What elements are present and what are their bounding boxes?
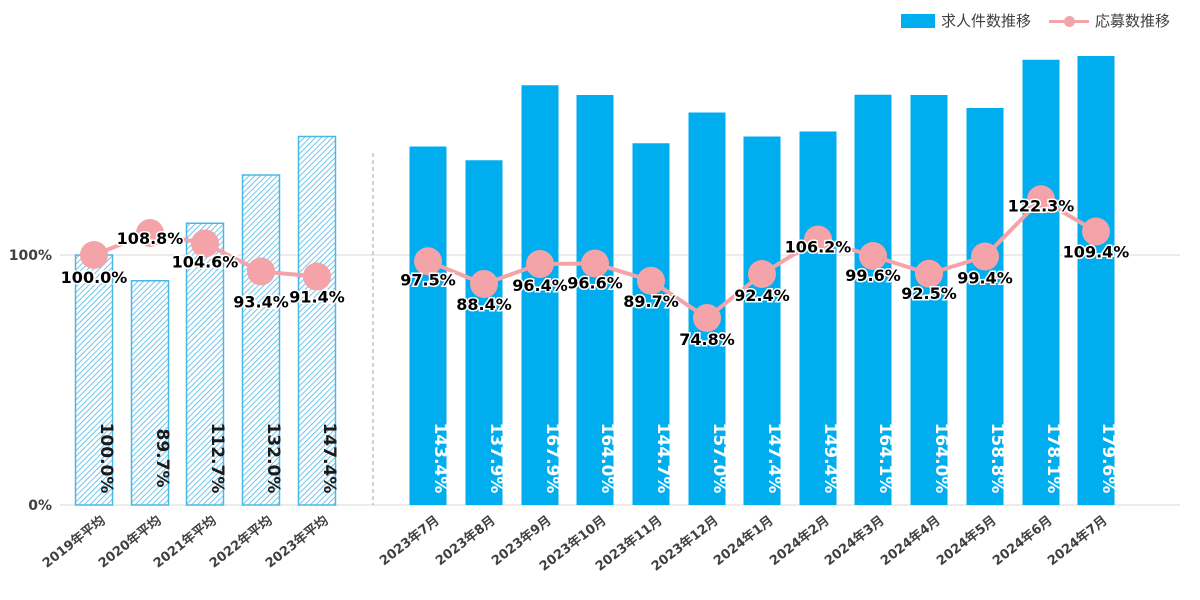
line-value-label: 100.0%	[61, 268, 128, 287]
bar-value-label: 143.4%	[430, 423, 450, 494]
bar-value-label: 132.0%	[263, 423, 283, 494]
bar[interactable]	[854, 94, 892, 505]
line-point[interactable]	[804, 225, 832, 254]
bar[interactable]	[799, 131, 837, 506]
line-value-label: 92.4%	[734, 286, 790, 305]
bar[interactable]	[297, 135, 337, 506]
bar-value-label: 100.0%	[96, 423, 116, 494]
bar-value-label: 178.1%	[1043, 423, 1063, 494]
bar[interactable]	[74, 254, 114, 506]
y-tick-label: 100%	[9, 248, 52, 264]
line-value-label: 106.2%	[785, 238, 852, 257]
bar-value-label: 112.7%	[207, 423, 227, 494]
bar[interactable]	[910, 95, 948, 505]
bar-value-label: 164.0%	[931, 423, 951, 494]
bar[interactable]	[185, 222, 225, 506]
line-point[interactable]	[303, 262, 331, 291]
bar[interactable]	[241, 174, 281, 506]
line-point[interactable]	[581, 249, 609, 278]
line-point[interactable]	[470, 270, 498, 298]
line-value-label: 96.6%	[567, 274, 623, 293]
bar[interactable]	[576, 95, 614, 505]
line-value-label: 104.6%	[172, 253, 239, 272]
legend-line-label: 応募数推移	[1094, 12, 1170, 30]
line-point[interactable]	[748, 260, 776, 288]
line-point[interactable]	[859, 242, 887, 270]
line-point[interactable]	[247, 257, 275, 286]
bar[interactable]	[966, 108, 1004, 505]
x-tick-label: 2024年6月	[989, 513, 1055, 569]
bar-value-label: 147.4%	[764, 423, 784, 494]
legend-bar-swatch	[900, 13, 935, 28]
legend-item-bars[interactable]: 求人件数推移	[900, 10, 1031, 31]
bar[interactable]	[130, 280, 170, 506]
line-value-label: 89.7%	[623, 292, 679, 311]
x-tick-label: 2024年4月	[877, 513, 943, 569]
bar[interactable]	[409, 146, 447, 506]
line-value-label: 92.5%	[901, 284, 957, 303]
line-value-label: 74.8%	[679, 330, 735, 349]
line-value-label: 91.4%	[289, 288, 345, 307]
line-value-label: 99.6%	[845, 266, 901, 285]
bar[interactable]	[1077, 56, 1115, 505]
bar-value-label: 167.9%	[542, 423, 562, 494]
line-value-label: 99.4%	[957, 269, 1013, 288]
bar-value-label: 157.0%	[709, 423, 729, 494]
bar-value-label: 149.4%	[820, 423, 840, 494]
line-point[interactable]	[526, 250, 554, 278]
bar[interactable]	[632, 143, 670, 505]
line-point[interactable]	[915, 259, 943, 288]
line-value-label: 109.4%	[1063, 243, 1130, 262]
bar[interactable]	[465, 160, 503, 505]
bar[interactable]	[1022, 59, 1060, 505]
line-point[interactable]	[1082, 217, 1110, 246]
line-point[interactable]	[136, 219, 164, 247]
y-tick-label: 0%	[28, 498, 52, 514]
x-tick-label: 2024年5月	[933, 513, 999, 569]
bar[interactable]	[521, 85, 559, 505]
bar[interactable]	[743, 136, 781, 506]
line-value-label: 108.8%	[117, 229, 184, 248]
x-tick-label: 2023年7月	[376, 513, 442, 569]
x-tick-label: 2024年7月	[1044, 513, 1110, 569]
legend-line-swatch	[1048, 14, 1089, 28]
bar-value-label: 137.9%	[486, 423, 506, 494]
line-point[interactable]	[1027, 185, 1055, 214]
line-value-label: 122.3%	[1008, 196, 1075, 215]
line-value-label: 96.4%	[512, 276, 568, 295]
bar-value-label: 164.1%	[875, 423, 895, 494]
line-point[interactable]	[637, 266, 665, 295]
bar-value-label: 147.4%	[319, 423, 339, 494]
x-tick-label: 2023年平均	[262, 513, 331, 572]
bar-value-label: 89.7%	[152, 429, 172, 488]
x-tick-label: 2023年8月	[432, 513, 498, 569]
x-tick-label: 2024年2月	[766, 513, 832, 569]
legend-item-line[interactable]: 応募数推移	[1048, 10, 1170, 31]
line-value-label: 88.4%	[456, 295, 512, 314]
bar-value-label: 164.0%	[597, 423, 617, 494]
legend: 求人件数推移 応募数推移	[900, 10, 1170, 31]
bar-value-label: 158.8%	[987, 423, 1007, 494]
x-tick-label: 2024年1月	[710, 513, 776, 569]
line-point[interactable]	[693, 304, 721, 332]
line-point[interactable]	[414, 247, 442, 276]
line-point[interactable]	[971, 242, 999, 271]
bar-value-label: 179.6%	[1098, 423, 1118, 494]
legend-bar-label: 求人件数推移	[940, 12, 1031, 30]
line-value-label: 97.5%	[400, 270, 456, 289]
line-point[interactable]	[191, 229, 219, 258]
line-value-label: 93.4%	[233, 293, 289, 312]
line-point[interactable]	[80, 241, 108, 269]
bar-value-label: 144.7%	[653, 423, 673, 494]
x-tick-label: 2024年3月	[821, 513, 887, 569]
